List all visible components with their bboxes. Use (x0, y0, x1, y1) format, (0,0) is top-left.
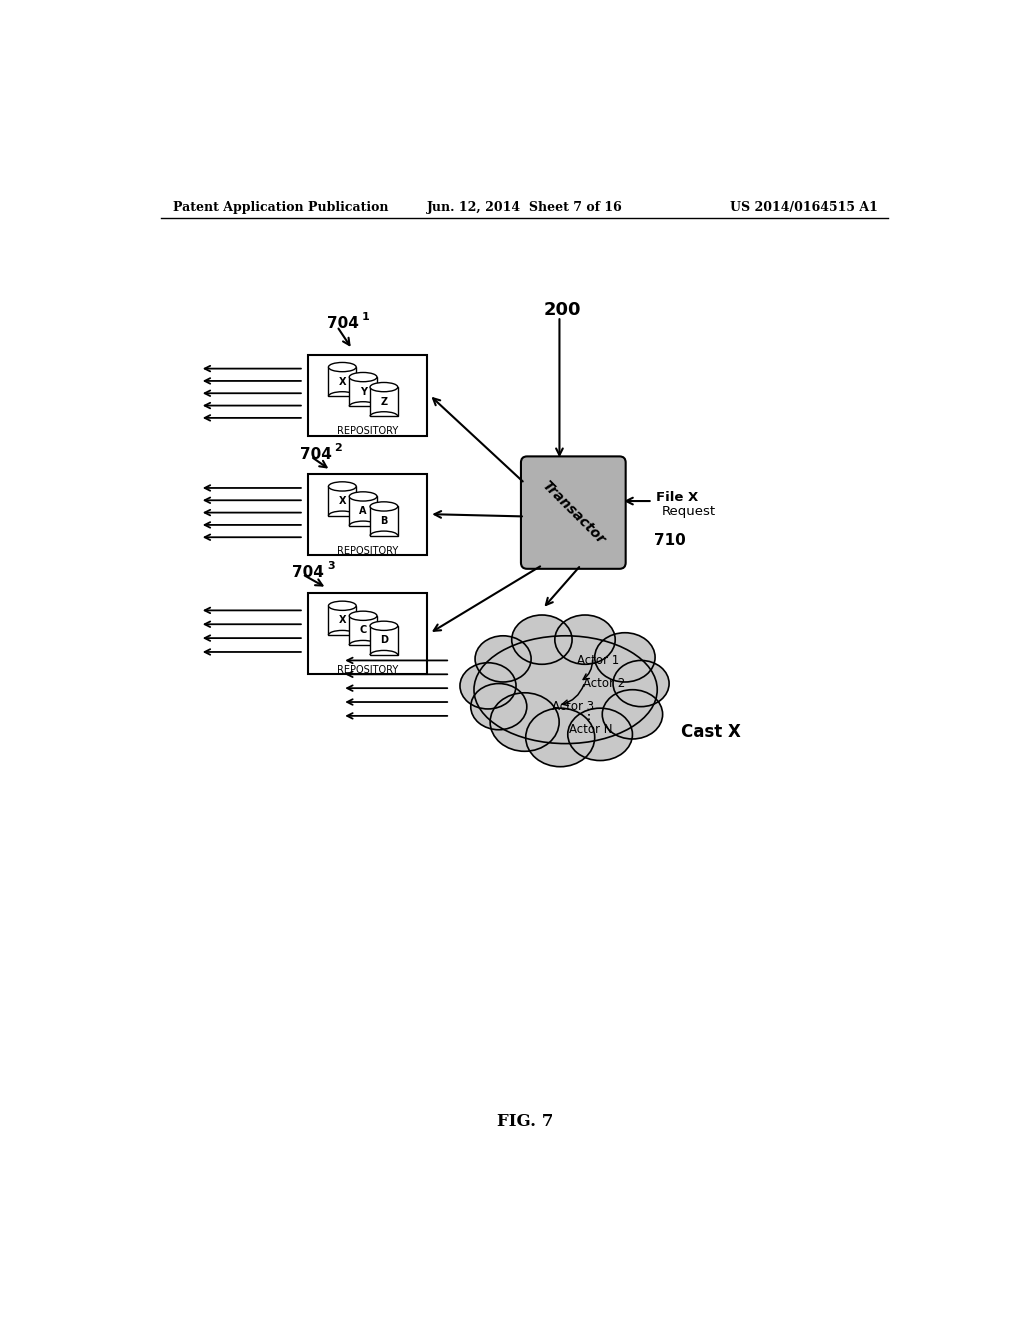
Bar (349, 615, 377, 645)
Text: REPOSITORY: REPOSITORY (337, 545, 398, 556)
Text: Actor 3: Actor 3 (552, 700, 594, 713)
Text: X: X (339, 615, 346, 626)
Ellipse shape (349, 611, 377, 620)
Ellipse shape (475, 636, 531, 682)
Text: Actor 1: Actor 1 (578, 653, 620, 667)
Ellipse shape (512, 615, 572, 664)
Text: Actor N: Actor N (569, 723, 613, 737)
Text: 704: 704 (300, 447, 332, 462)
Ellipse shape (595, 632, 655, 682)
Text: Z: Z (380, 397, 387, 407)
Text: 710: 710 (654, 533, 686, 548)
Bar (307, 594, 427, 675)
Ellipse shape (613, 660, 669, 706)
Text: C: C (359, 626, 367, 635)
Text: 704: 704 (327, 317, 358, 331)
Text: 200: 200 (544, 301, 582, 319)
Ellipse shape (329, 601, 356, 610)
FancyBboxPatch shape (521, 457, 626, 569)
Text: REPOSITORY: REPOSITORY (337, 426, 398, 437)
Ellipse shape (349, 492, 377, 502)
Text: FIG. 7: FIG. 7 (497, 1113, 553, 1130)
Ellipse shape (349, 372, 377, 381)
Ellipse shape (370, 622, 397, 631)
Text: 1: 1 (361, 313, 370, 322)
Ellipse shape (329, 363, 356, 372)
Bar (329, 367, 356, 396)
Text: X: X (339, 496, 346, 506)
Bar (370, 387, 397, 416)
Bar (349, 496, 377, 525)
Text: Y: Y (359, 387, 367, 397)
Text: 2: 2 (335, 444, 342, 453)
Text: Request: Request (662, 506, 716, 517)
Ellipse shape (370, 502, 397, 511)
Text: D: D (380, 635, 388, 645)
Text: Transactor: Transactor (539, 478, 607, 546)
Ellipse shape (370, 383, 397, 392)
Bar (370, 626, 397, 655)
Bar (329, 606, 356, 635)
Ellipse shape (329, 482, 356, 491)
Ellipse shape (471, 684, 526, 730)
Text: REPOSITORY: REPOSITORY (337, 665, 398, 675)
Bar (307, 355, 427, 436)
Text: Cast X: Cast X (681, 723, 741, 741)
Text: X: X (339, 376, 346, 387)
Ellipse shape (460, 663, 516, 709)
Bar (307, 474, 427, 554)
Text: 3: 3 (327, 561, 335, 572)
Ellipse shape (555, 615, 615, 664)
Ellipse shape (525, 708, 595, 767)
Text: Actor 2: Actor 2 (583, 677, 625, 690)
Ellipse shape (490, 693, 559, 751)
Text: US 2014/0164515 A1: US 2014/0164515 A1 (729, 201, 878, 214)
Text: Patent Application Publication: Patent Application Publication (173, 201, 388, 214)
Text: A: A (359, 506, 367, 516)
Ellipse shape (567, 709, 633, 760)
Text: Jun. 12, 2014  Sheet 7 of 16: Jun. 12, 2014 Sheet 7 of 16 (427, 201, 623, 214)
Ellipse shape (602, 690, 663, 739)
Text: B: B (380, 516, 387, 527)
Text: File X: File X (656, 491, 698, 504)
Bar (329, 487, 356, 516)
Text: 704: 704 (292, 565, 325, 579)
Bar (370, 507, 397, 536)
Bar (349, 378, 377, 407)
Ellipse shape (474, 636, 657, 743)
